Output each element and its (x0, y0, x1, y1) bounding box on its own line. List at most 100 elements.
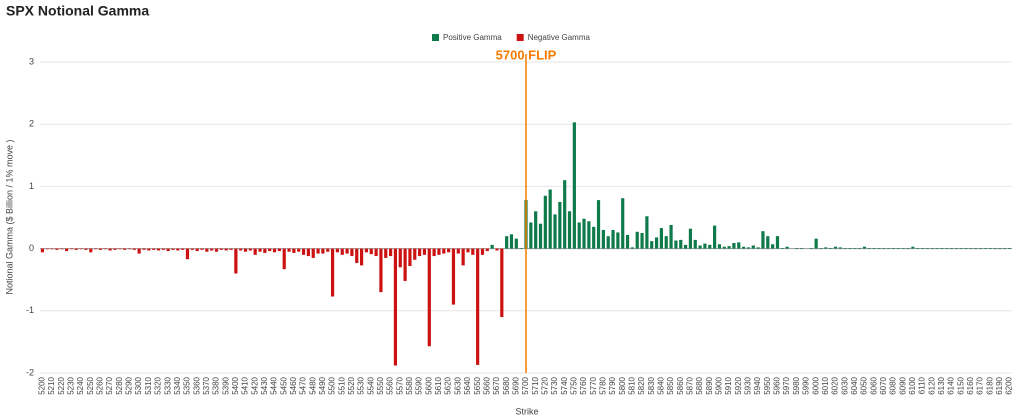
x-tick-label: 5760 (579, 376, 588, 394)
x-tick-label: 6130 (937, 376, 946, 394)
x-tick-label: 5600 (424, 376, 433, 394)
bar (330, 248, 335, 297)
x-tick-label: 5820 (637, 376, 646, 394)
bar (292, 248, 296, 253)
bar (355, 248, 359, 263)
bar (587, 221, 591, 249)
bar (974, 247, 978, 249)
x-tick-label: 5470 (299, 376, 308, 394)
bar (137, 248, 141, 254)
bar (490, 244, 494, 249)
legend-label: Positive Gamma (443, 33, 502, 42)
bar (442, 248, 446, 254)
bar (205, 248, 209, 252)
bar (993, 247, 997, 249)
bar (563, 180, 567, 249)
bar (625, 234, 630, 249)
bar (408, 248, 412, 267)
bar (422, 248, 427, 255)
bar (882, 247, 886, 249)
x-tick-label: 5260 (96, 376, 105, 394)
bar (819, 247, 823, 249)
bar (679, 239, 683, 249)
bar (195, 248, 199, 252)
bar (529, 222, 533, 249)
bar (930, 247, 934, 249)
x-tick-label: 5960 (773, 376, 782, 394)
bar (166, 248, 170, 252)
x-tick-label: 5630 (453, 376, 462, 394)
x-tick-label: 5360 (192, 376, 201, 394)
bar (393, 248, 398, 366)
bar (156, 248, 161, 251)
x-tick-label: 5290 (125, 376, 134, 394)
bar (809, 247, 813, 249)
bar (214, 248, 219, 252)
x-tick-label: 5660 (482, 376, 491, 394)
bar (403, 248, 407, 281)
bar (171, 248, 175, 250)
bar (891, 247, 896, 249)
bar (447, 248, 451, 253)
x-tick-label: 6030 (840, 376, 849, 394)
x-tick-label: 5560 (386, 376, 395, 394)
bar (123, 248, 127, 250)
bar (74, 248, 78, 250)
bar (519, 247, 523, 249)
bar (896, 247, 900, 249)
x-tick-label: 5710 (531, 376, 540, 394)
bar (427, 248, 431, 347)
bar (722, 246, 726, 249)
bar (89, 248, 93, 253)
bar (829, 247, 833, 249)
x-tick-label: 5520 (347, 376, 356, 394)
x-tick-label: 5320 (154, 376, 163, 394)
bar (243, 248, 248, 252)
bar (592, 226, 596, 249)
x-tick-label: 5870 (686, 376, 695, 394)
x-tick-label: 5430 (260, 376, 269, 394)
x-tick-label: 6010 (821, 376, 830, 394)
x-tick-label: 5750 (569, 376, 578, 394)
bar (683, 244, 688, 249)
x-tick-label: 6060 (869, 376, 878, 394)
bar (103, 248, 107, 250)
bar (887, 247, 891, 249)
bar (567, 211, 572, 249)
x-tick-label: 5740 (560, 376, 569, 394)
bar (514, 238, 518, 249)
bar (456, 248, 460, 254)
bar (374, 248, 378, 257)
x-tick-label: 5610 (434, 376, 443, 394)
bar (630, 247, 634, 249)
bar (234, 248, 238, 274)
bar (176, 248, 180, 251)
bar (369, 248, 373, 255)
bar (335, 248, 339, 253)
x-tick-label: 5780 (598, 376, 607, 394)
bar (611, 229, 615, 249)
bar (988, 247, 992, 249)
bar (906, 247, 910, 249)
bar (746, 247, 751, 249)
x-tick-label: 5550 (376, 376, 385, 394)
bar (693, 239, 697, 249)
bar (40, 248, 45, 253)
bar (645, 216, 649, 249)
bar (268, 248, 272, 252)
y-tick-label: 0 (29, 243, 34, 253)
bar (94, 248, 98, 250)
bar (949, 247, 954, 249)
bar (795, 247, 799, 249)
x-tick-label: 5900 (715, 376, 724, 394)
x-tick-label: 6180 (985, 376, 994, 394)
bar (954, 247, 958, 249)
bar (505, 236, 509, 249)
x-tick-label: 5720 (540, 376, 549, 394)
bar (277, 248, 281, 252)
x-tick-label: 6020 (831, 376, 840, 394)
legend-label: Negative Gamma (528, 33, 591, 42)
bar (316, 248, 320, 254)
x-tick-label: 5270 (105, 376, 114, 394)
bar (340, 248, 344, 255)
